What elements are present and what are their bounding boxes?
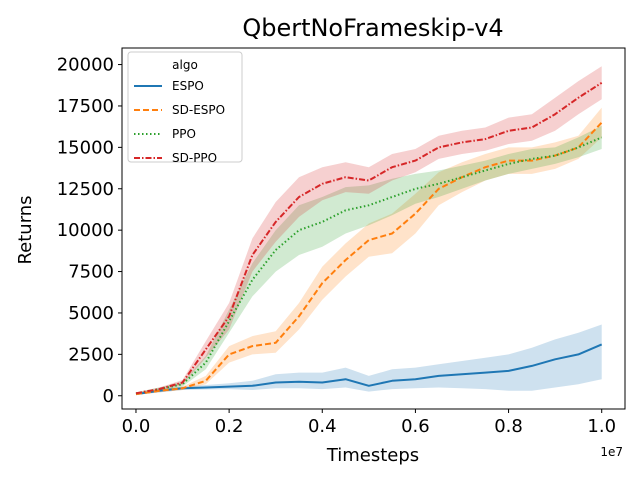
band-ppo (136, 125, 602, 395)
y-tick-label: 12500 (57, 179, 114, 200)
y-axis-label: Returns (15, 195, 36, 264)
band-sd-ppo (136, 66, 602, 395)
series-lines (135, 81, 603, 396)
y-tick-label: 20000 (57, 55, 114, 76)
x-tick-label: 0.6 (401, 416, 430, 437)
legend-box (127, 51, 243, 163)
y-tick-label: 2500 (68, 344, 114, 365)
y-tick-label: 7500 (68, 262, 114, 283)
legend-label: SD-PPO (172, 151, 217, 165)
line-ppo (135, 136, 603, 395)
legend-label: ESPO (172, 79, 204, 93)
legend: algo ESPO SD-ESPO PPO SD-PPO (127, 51, 243, 165)
x-tick-label: 0.4 (308, 416, 337, 437)
x-tick-label: 0.8 (494, 416, 523, 437)
y-tick-label: 15000 (57, 137, 114, 158)
y-tick-label: 5000 (68, 303, 114, 324)
x-tick-label: 1.0 (587, 416, 616, 437)
plot-frame (121, 47, 626, 410)
legend-label: SD-ESPO (172, 103, 225, 117)
y-tick-label: 17500 (57, 96, 114, 117)
y-tick-label: 10000 (57, 220, 114, 241)
line-espo (135, 343, 603, 396)
chart-title: QbertNoFrameskip-v4 (242, 14, 503, 42)
confidence-bands (136, 66, 602, 395)
y-tick-label: 0 (103, 386, 114, 407)
band-espo (136, 324, 602, 395)
x-tick-label: 0.0 (122, 416, 151, 437)
legend-label: PPO (172, 127, 196, 141)
band-sd-espo (136, 107, 602, 395)
y-axis-ticks: 0 2500 5000 7500 10000 12500 15000 17500 20000 (57, 55, 122, 407)
line-sd-ppo (135, 81, 603, 395)
line-sd-espo (135, 121, 603, 396)
x-axis-ticks: 0.0 0.2 0.4 0.6 0.8 1.0 (122, 409, 616, 437)
x-axis-label: Timesteps (326, 445, 419, 466)
x-axis-offset-label: 1e7 (600, 445, 623, 459)
x-tick-label: 0.2 (215, 416, 244, 437)
legend-title: algo (172, 58, 198, 72)
